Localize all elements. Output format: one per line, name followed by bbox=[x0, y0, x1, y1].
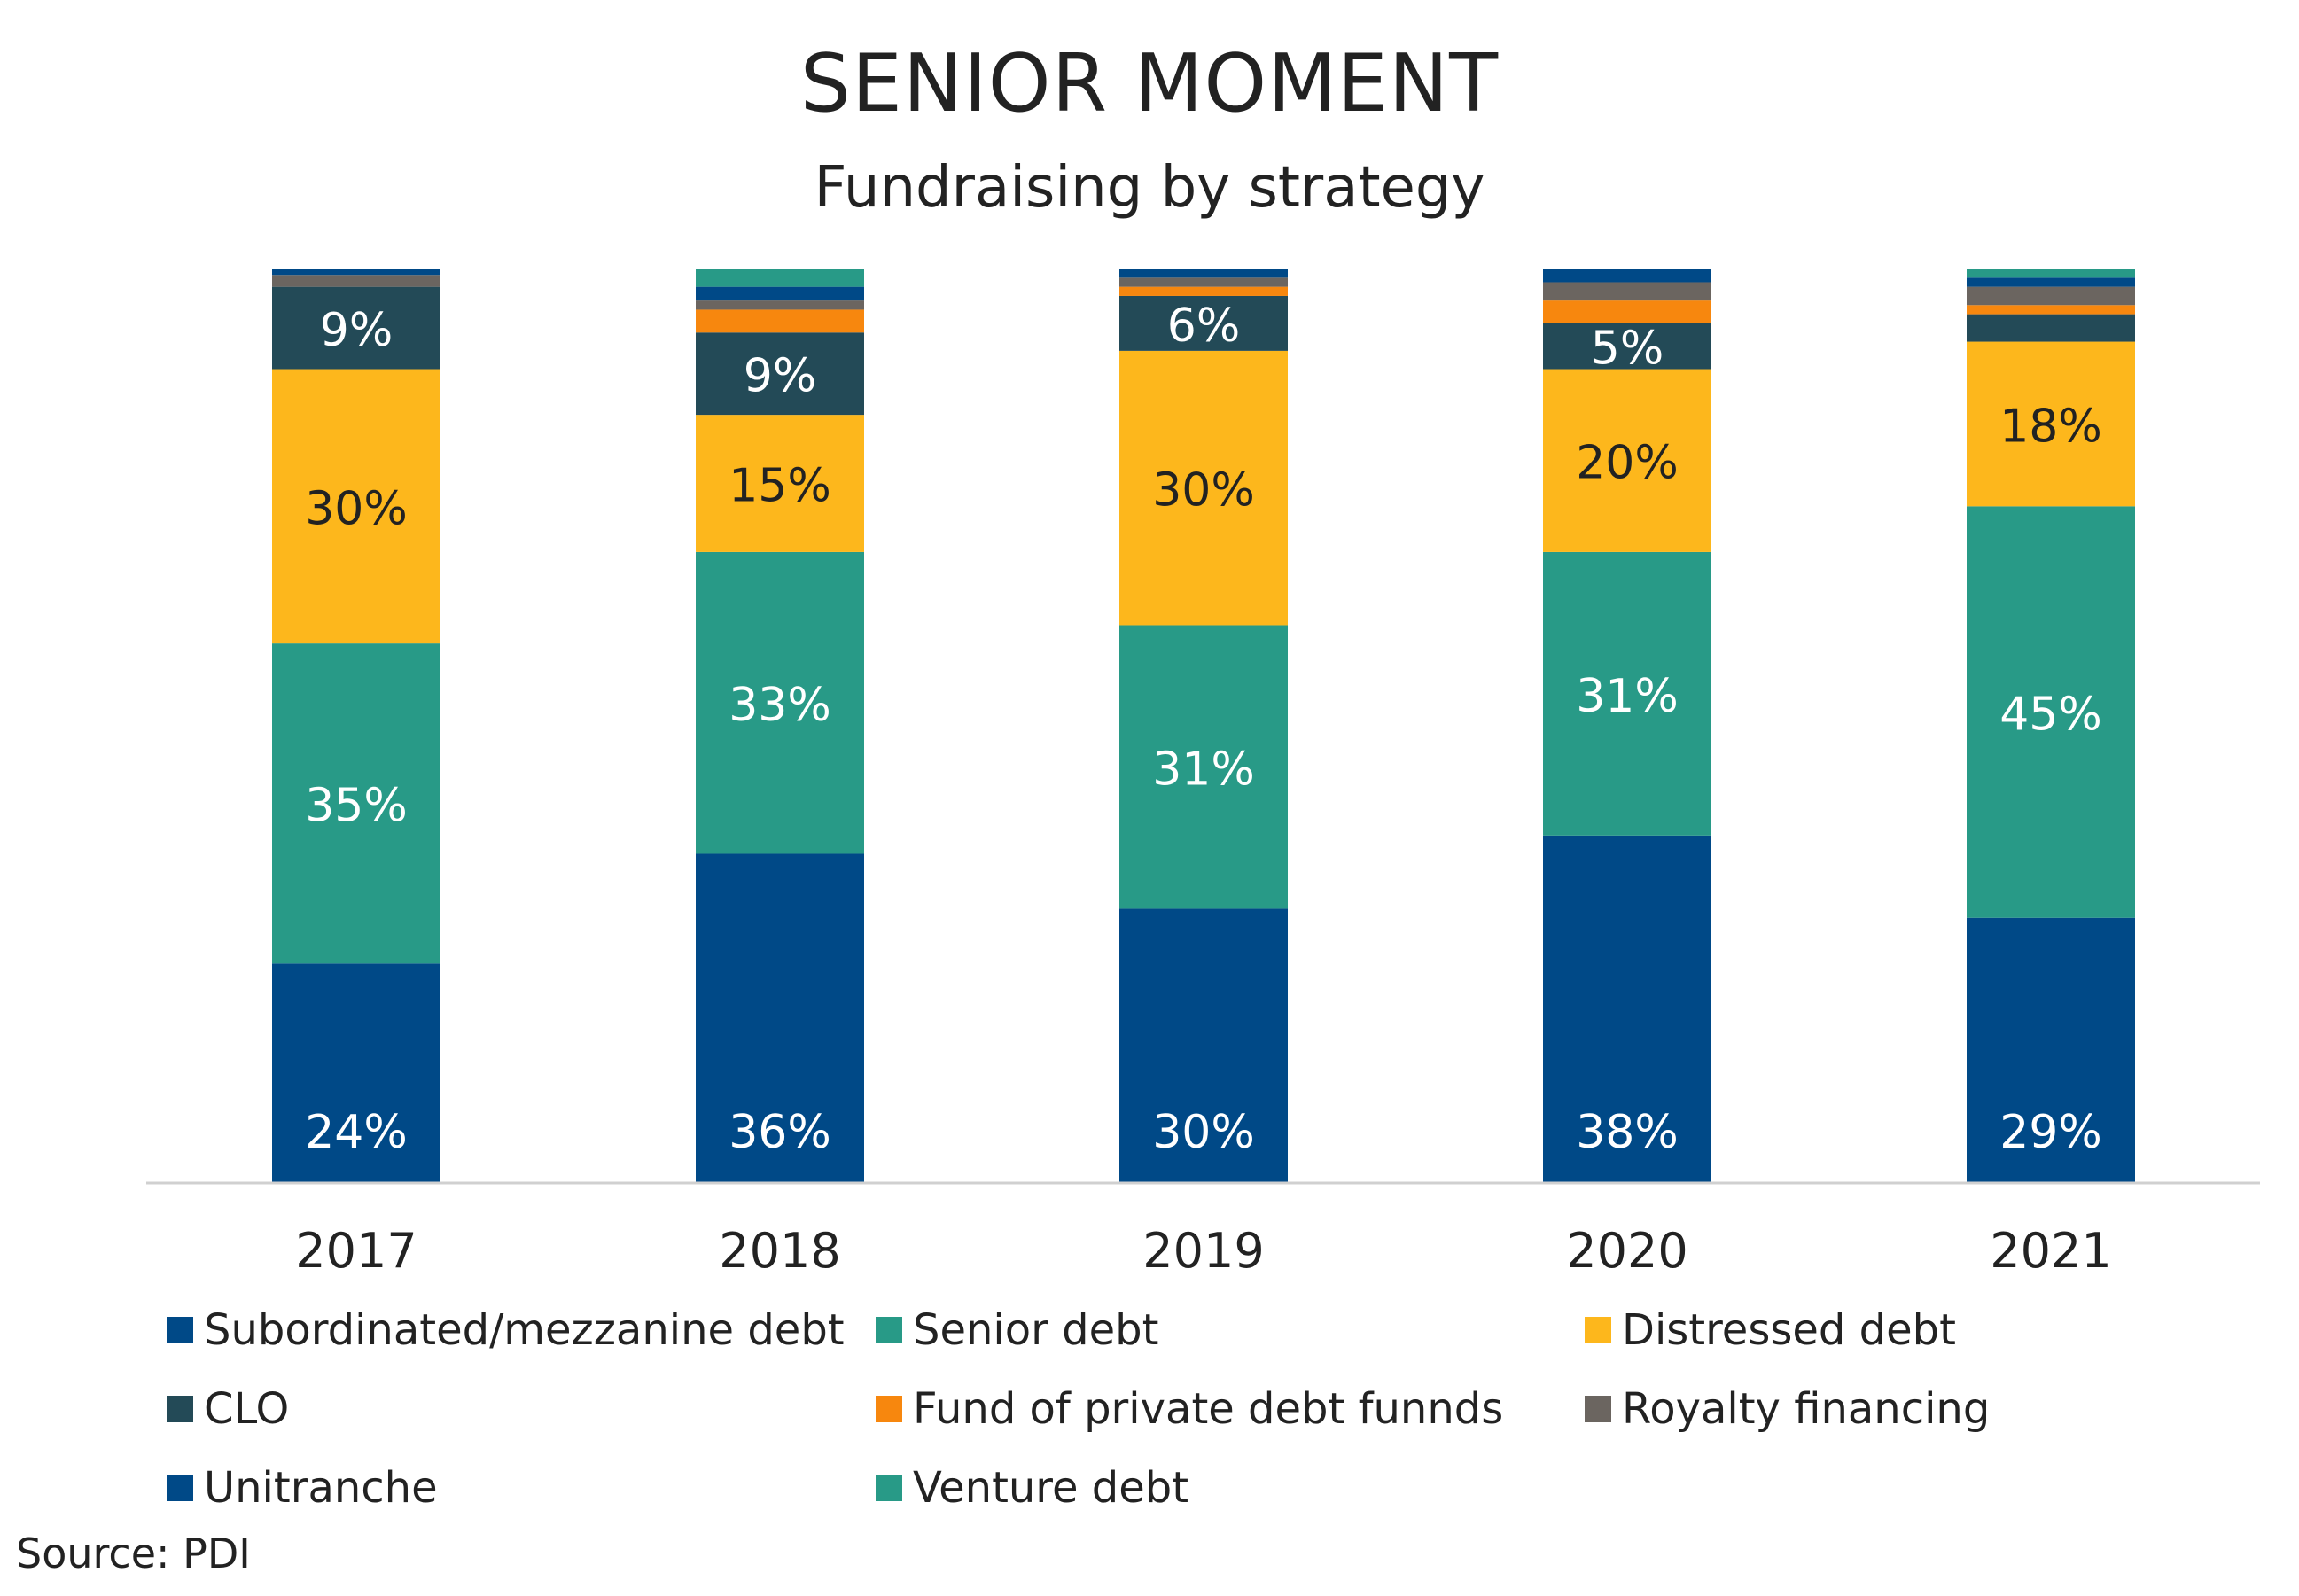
bar-segment-2019-series-5 bbox=[1119, 277, 1288, 287]
bar-segment-2020-series-4 bbox=[1543, 300, 1711, 323]
legend-label: Distressed debt bbox=[1622, 1305, 1956, 1355]
legend-swatch bbox=[1585, 1317, 1611, 1343]
chart-title: SENIOR MOMENT bbox=[799, 37, 1500, 130]
data-label-2017-series-1: 35% bbox=[305, 780, 408, 833]
chart-subtitle: Fundraising by strategy bbox=[814, 155, 1485, 221]
bar-segment-2021-series-1 bbox=[1967, 506, 2135, 918]
x-tick-label-2017: 2017 bbox=[295, 1223, 417, 1279]
legend-label: Subordinated/mezzanine debt bbox=[204, 1305, 845, 1355]
data-label-2021-series-0: 29% bbox=[1999, 1106, 2102, 1159]
data-label-2021-series-2: 18% bbox=[1999, 400, 2102, 453]
bar-segment-2019-series-6 bbox=[1119, 269, 1288, 278]
legend-swatch bbox=[167, 1475, 193, 1501]
legend-swatch bbox=[876, 1475, 902, 1501]
legend-item-7: Venture debt bbox=[876, 1463, 1188, 1513]
legend-label: Senior debt bbox=[913, 1305, 1159, 1355]
bar-segment-2018-series-0 bbox=[696, 853, 864, 1183]
data-label-2020-series-3: 5% bbox=[1591, 323, 1664, 376]
legend-item-5: Royalty financing bbox=[1585, 1384, 1990, 1434]
data-label-2018-series-0: 36% bbox=[729, 1106, 831, 1159]
bar-segment-2021-series-2 bbox=[1967, 341, 2135, 507]
labels-layer: 24% 35% 30% 9% 36% 33% 15% 9% 30% 31% 30% 6% 38% 31% 2… bbox=[305, 300, 2102, 1159]
legend-swatch bbox=[167, 1396, 193, 1422]
data-label-2018-series-3: 9% bbox=[744, 350, 817, 403]
bar-segment-2021-series-6 bbox=[1967, 277, 2135, 287]
bar-segment-2017-series-0 bbox=[272, 963, 440, 1183]
legend-item-1: Senior debt bbox=[876, 1305, 1158, 1355]
bar-segment-2021-series-0 bbox=[1967, 917, 2135, 1183]
bar-segment-2021-series-4 bbox=[1967, 305, 2135, 315]
data-label-2017-series-2: 30% bbox=[305, 482, 408, 535]
legend-label: Venture debt bbox=[913, 1463, 1189, 1513]
bar-segment-2018-series-6 bbox=[696, 286, 864, 301]
bar-segment-2019-series-0 bbox=[1119, 908, 1288, 1183]
bar-segment-2019-series-2 bbox=[1119, 350, 1288, 626]
bar-segment-2020-series-0 bbox=[1543, 835, 1711, 1183]
bar-segment-2017-series-2 bbox=[272, 369, 440, 644]
bar-segment-2017-series-5 bbox=[272, 275, 440, 287]
data-label-2017-series-0: 24% bbox=[305, 1106, 408, 1159]
x-tick-label-2020: 2020 bbox=[1566, 1223, 1687, 1279]
bar-segment-2020-series-5 bbox=[1543, 282, 1711, 301]
bar-segment-2018-series-7 bbox=[696, 269, 864, 287]
bar-segment-2021-series-7 bbox=[1967, 269, 2135, 278]
bar-segment-2018-series-1 bbox=[696, 551, 864, 854]
legend-label: Unitranche bbox=[204, 1463, 438, 1513]
legend-swatch bbox=[876, 1317, 902, 1343]
data-label-2021-series-1: 45% bbox=[1999, 689, 2102, 742]
data-label-2020-series-1: 31% bbox=[1576, 670, 1679, 723]
data-label-2019-series-2: 30% bbox=[1152, 464, 1255, 518]
legend-swatch bbox=[167, 1317, 193, 1343]
legend-label: Fund of private debt funnds bbox=[913, 1384, 1504, 1434]
bar-segment-2018-series-4 bbox=[696, 309, 864, 333]
bar-segment-2020-series-6 bbox=[1543, 269, 1711, 283]
bar-segment-2018-series-2 bbox=[696, 415, 864, 552]
bar-segment-2017-series-6 bbox=[272, 269, 440, 276]
bar-segment-2020-series-1 bbox=[1543, 551, 1711, 836]
x-tick-label-2021: 2021 bbox=[1990, 1223, 2111, 1279]
bar-segment-2019-series-1 bbox=[1119, 625, 1288, 909]
bar-segment-2019-series-3 bbox=[1119, 295, 1288, 351]
source-note: Source: PDI bbox=[16, 1530, 251, 1577]
data-label-2020-series-0: 38% bbox=[1576, 1106, 1679, 1159]
legend-item-0: Subordinated/mezzanine debt bbox=[167, 1305, 845, 1355]
data-label-2020-series-2: 20% bbox=[1576, 437, 1679, 490]
legend-label: Royalty financing bbox=[1622, 1384, 1991, 1434]
bar-segment-2021-series-5 bbox=[1967, 286, 2135, 306]
data-label-2019-series-3: 6% bbox=[1167, 300, 1241, 353]
data-label-2017-series-3: 9% bbox=[320, 304, 394, 357]
legend-item-3: CLO bbox=[167, 1384, 289, 1434]
x-tick-label-2018: 2018 bbox=[719, 1223, 840, 1279]
bar-segment-2020-series-2 bbox=[1543, 369, 1711, 552]
bar-segment-2017-series-1 bbox=[272, 643, 440, 964]
legend-item-4: Fund of private debt funnds bbox=[876, 1384, 1503, 1434]
data-label-2019-series-1: 31% bbox=[1152, 743, 1255, 796]
x-axis-ticks: 2017 2018 2019 2020 2021 bbox=[295, 1223, 2111, 1279]
bar-segment-2019-series-4 bbox=[1119, 286, 1288, 296]
data-label-2018-series-2: 15% bbox=[729, 460, 831, 513]
legend-swatch bbox=[1585, 1396, 1611, 1422]
bar-segment-2020-series-3 bbox=[1543, 323, 1711, 370]
bars-layer bbox=[272, 269, 2135, 1183]
data-label-2018-series-1: 33% bbox=[729, 679, 831, 732]
data-label-2019-series-0: 30% bbox=[1152, 1106, 1255, 1159]
bar-segment-2017-series-3 bbox=[272, 286, 440, 370]
bar-segment-2018-series-5 bbox=[696, 300, 864, 310]
legend-swatch bbox=[876, 1396, 902, 1422]
legend-label: CLO bbox=[204, 1384, 290, 1434]
legend-item-2: Distressed debt bbox=[1585, 1305, 1956, 1355]
x-tick-label-2019: 2019 bbox=[1142, 1223, 1264, 1279]
legend-item-6: Unitranche bbox=[167, 1463, 438, 1513]
bar-segment-2021-series-3 bbox=[1967, 314, 2135, 342]
bar-segment-2018-series-3 bbox=[696, 332, 864, 416]
